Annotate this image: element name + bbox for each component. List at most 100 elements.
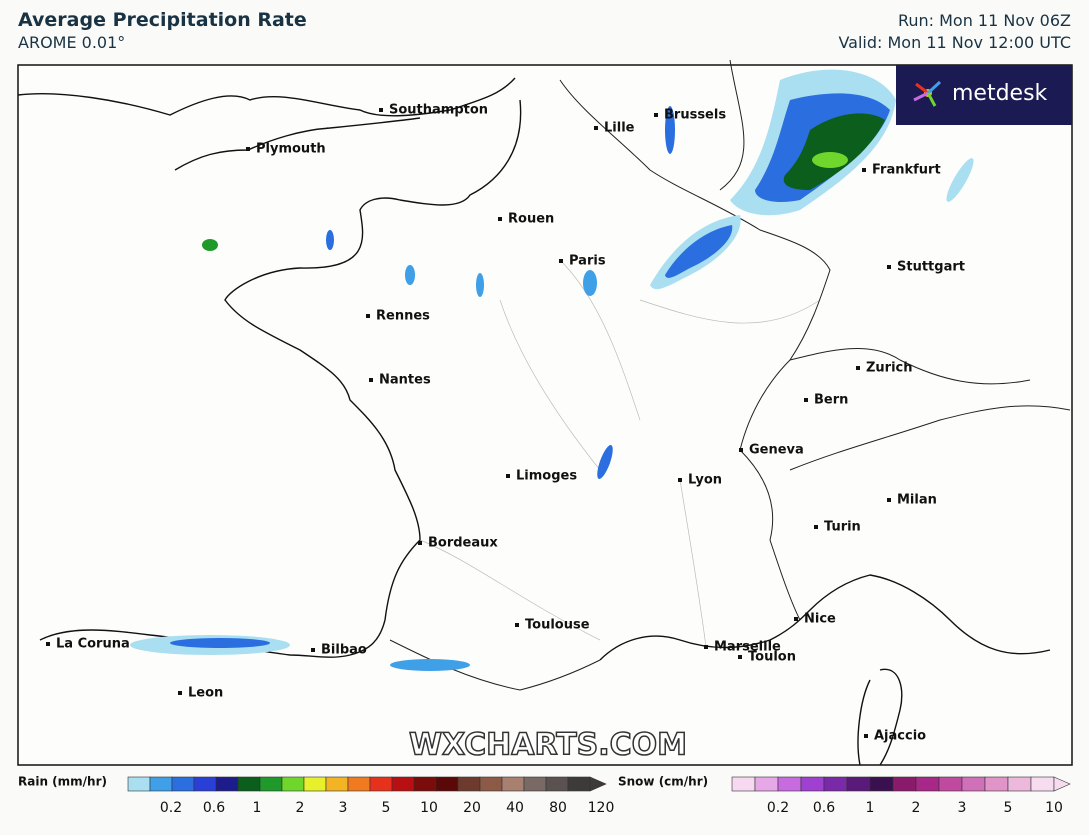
snow-swatch xyxy=(823,776,848,792)
city-label: Ajaccio xyxy=(874,729,926,744)
rain-swatch xyxy=(149,776,173,792)
rain-tick-label: 80 xyxy=(549,800,567,816)
coastline xyxy=(39,99,522,658)
cities: Southampton Plymouth Lille Brussels Rouen Fra… xyxy=(46,103,965,744)
snow-swatch xyxy=(846,776,871,792)
city-label: Nice xyxy=(804,612,836,627)
snow-swatch xyxy=(984,776,1009,792)
city-dot xyxy=(862,168,866,172)
city-label: Limoges xyxy=(516,469,577,484)
city-dot xyxy=(678,478,682,482)
city-label: La Coruna xyxy=(56,637,130,652)
rain-swatch xyxy=(215,776,239,792)
run-time: Run: Mon 11 Nov 06Z xyxy=(898,11,1071,30)
rain-tick-label: 120 xyxy=(588,800,615,816)
precipitation xyxy=(130,69,974,671)
city-label: Geneva xyxy=(749,443,804,458)
rain-tick-label: 10 xyxy=(420,800,438,816)
city-label: Toulouse xyxy=(525,618,590,633)
city-dot xyxy=(864,734,868,738)
city-label: Frankfurt xyxy=(872,163,941,178)
snow-swatch xyxy=(892,776,917,792)
snow-arrow xyxy=(1053,776,1071,792)
city-label: Marseille xyxy=(714,640,781,655)
logo-icon xyxy=(913,80,942,107)
city-dot xyxy=(498,217,502,221)
coastline xyxy=(17,77,516,117)
city-label: Leon xyxy=(188,686,223,701)
rain-swatch xyxy=(501,776,525,792)
city-label: Lille xyxy=(604,121,635,136)
city-label: Turin xyxy=(824,520,861,535)
river xyxy=(419,259,821,648)
legend: Rain (mm/hr) Snow (cm/hr) 0.2 0.6 1 2 3 5 10 20… xyxy=(18,775,1071,816)
city-dot xyxy=(366,314,370,318)
rain-tick-label: 0.6 xyxy=(203,800,225,816)
city-label: Bilbao xyxy=(321,643,367,658)
city-label: Toulon xyxy=(748,650,796,665)
rain-swatch xyxy=(325,776,349,792)
city-dot xyxy=(887,498,891,502)
city-dot xyxy=(814,525,818,529)
city-label: Bordeaux xyxy=(428,536,498,551)
city-dot xyxy=(856,366,860,370)
city-dot xyxy=(794,617,798,621)
city-label: Brussels xyxy=(664,108,726,123)
city-dot xyxy=(178,691,182,695)
coastline xyxy=(174,117,421,171)
rain-swatch xyxy=(259,776,283,792)
city-label: Nantes xyxy=(379,373,431,388)
city-dot xyxy=(311,648,315,652)
city-dot xyxy=(887,265,891,269)
rain-legend-label: Rain (mm/hr) xyxy=(18,775,107,789)
city-dot xyxy=(246,147,250,151)
city-dot xyxy=(654,113,658,117)
snow-tick-label: 2 xyxy=(912,800,921,816)
snow-swatch xyxy=(1030,776,1055,792)
snow-tick-label: 10 xyxy=(1045,800,1063,816)
rain-tick-label: 3 xyxy=(339,800,348,816)
rain-swatch xyxy=(567,776,591,792)
city-dot xyxy=(559,259,563,263)
rain-swatch xyxy=(391,776,415,792)
snow-swatch xyxy=(731,776,756,792)
city-label: Southampton xyxy=(389,103,488,118)
city-dot xyxy=(738,655,742,659)
rain-swatch xyxy=(193,776,217,792)
city-dot xyxy=(506,474,510,478)
city-label: Plymouth xyxy=(256,142,326,157)
city-label: Rouen xyxy=(508,212,554,227)
border xyxy=(719,59,1071,471)
snow-swatch xyxy=(1007,776,1032,792)
city-label: Milan xyxy=(897,493,937,508)
snow-swatch xyxy=(777,776,802,792)
rain-swatch xyxy=(545,776,569,792)
rain-swatch xyxy=(237,776,261,792)
snow-swatch xyxy=(961,776,986,792)
border xyxy=(559,79,831,621)
city-dot xyxy=(515,623,519,627)
rain-tick-label: 2 xyxy=(296,800,305,816)
snow-tick-label: 0.6 xyxy=(813,800,835,816)
border xyxy=(389,639,601,691)
coastline xyxy=(599,574,1051,661)
snow-tick-label: 3 xyxy=(958,800,967,816)
city-label: Bern xyxy=(814,393,848,408)
city-dot xyxy=(418,541,422,545)
snow-tick-label: 5 xyxy=(1004,800,1013,816)
rain-tick-label: 40 xyxy=(506,800,524,816)
snow-swatch xyxy=(938,776,963,792)
city-label: Rennes xyxy=(376,309,430,324)
city-dot xyxy=(369,378,373,382)
rain-swatch xyxy=(171,776,195,792)
rain-swatch xyxy=(347,776,371,792)
city-label: Stuttgart xyxy=(897,260,965,275)
subtitle: AROME 0.01° xyxy=(18,33,125,52)
rain-tick-label: 0.2 xyxy=(160,800,182,816)
rain-swatch xyxy=(369,776,393,792)
snow-swatch xyxy=(800,776,825,792)
logo-text: metdesk xyxy=(952,81,1048,106)
map: Southampton Plymouth Lille Brussels Rouen Fra… xyxy=(17,59,1073,766)
city-label: Lyon xyxy=(688,473,722,488)
